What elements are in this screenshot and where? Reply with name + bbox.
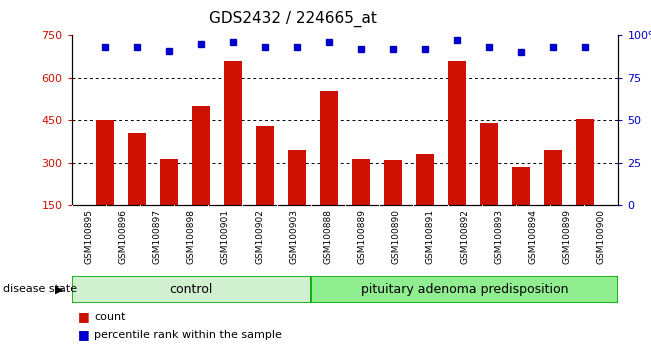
Text: ▶: ▶ <box>55 284 64 295</box>
Text: count: count <box>94 312 126 322</box>
Bar <box>512 167 530 205</box>
Bar <box>352 159 370 205</box>
Bar <box>72 276 311 303</box>
Text: GSM100901: GSM100901 <box>221 209 230 264</box>
Text: pituitary adenoma predisposition: pituitary adenoma predisposition <box>361 283 568 296</box>
Bar <box>128 133 146 205</box>
Text: ■: ■ <box>78 328 90 341</box>
Text: GSM100903: GSM100903 <box>289 209 298 264</box>
Bar <box>416 154 434 205</box>
Bar <box>160 159 178 205</box>
Bar <box>256 126 274 205</box>
Text: GSM100897: GSM100897 <box>152 209 161 264</box>
Text: GSM100894: GSM100894 <box>529 209 538 264</box>
Text: ■: ■ <box>78 310 90 323</box>
Text: disease state: disease state <box>3 284 77 295</box>
Bar <box>225 61 242 205</box>
Text: GSM100896: GSM100896 <box>118 209 128 264</box>
Bar <box>448 61 465 205</box>
Bar <box>480 123 497 205</box>
Bar <box>320 91 338 205</box>
Text: GSM100899: GSM100899 <box>562 209 572 264</box>
Bar <box>384 160 402 205</box>
Bar <box>288 150 306 205</box>
Text: GSM100900: GSM100900 <box>597 209 606 264</box>
Text: GSM100892: GSM100892 <box>460 209 469 264</box>
Text: GSM100895: GSM100895 <box>84 209 93 264</box>
Text: GSM100898: GSM100898 <box>187 209 196 264</box>
Bar <box>96 120 114 205</box>
Text: GSM100889: GSM100889 <box>357 209 367 264</box>
Text: GSM100890: GSM100890 <box>392 209 401 264</box>
Bar <box>544 150 562 205</box>
Bar <box>576 119 594 205</box>
Text: GDS2432 / 224665_at: GDS2432 / 224665_at <box>209 11 377 27</box>
Text: GSM100891: GSM100891 <box>426 209 435 264</box>
Text: control: control <box>169 283 213 296</box>
Bar <box>193 106 210 205</box>
Bar <box>311 276 618 303</box>
Text: GSM100893: GSM100893 <box>494 209 503 264</box>
Text: percentile rank within the sample: percentile rank within the sample <box>94 330 283 339</box>
Text: GSM100902: GSM100902 <box>255 209 264 264</box>
Text: GSM100888: GSM100888 <box>324 209 333 264</box>
